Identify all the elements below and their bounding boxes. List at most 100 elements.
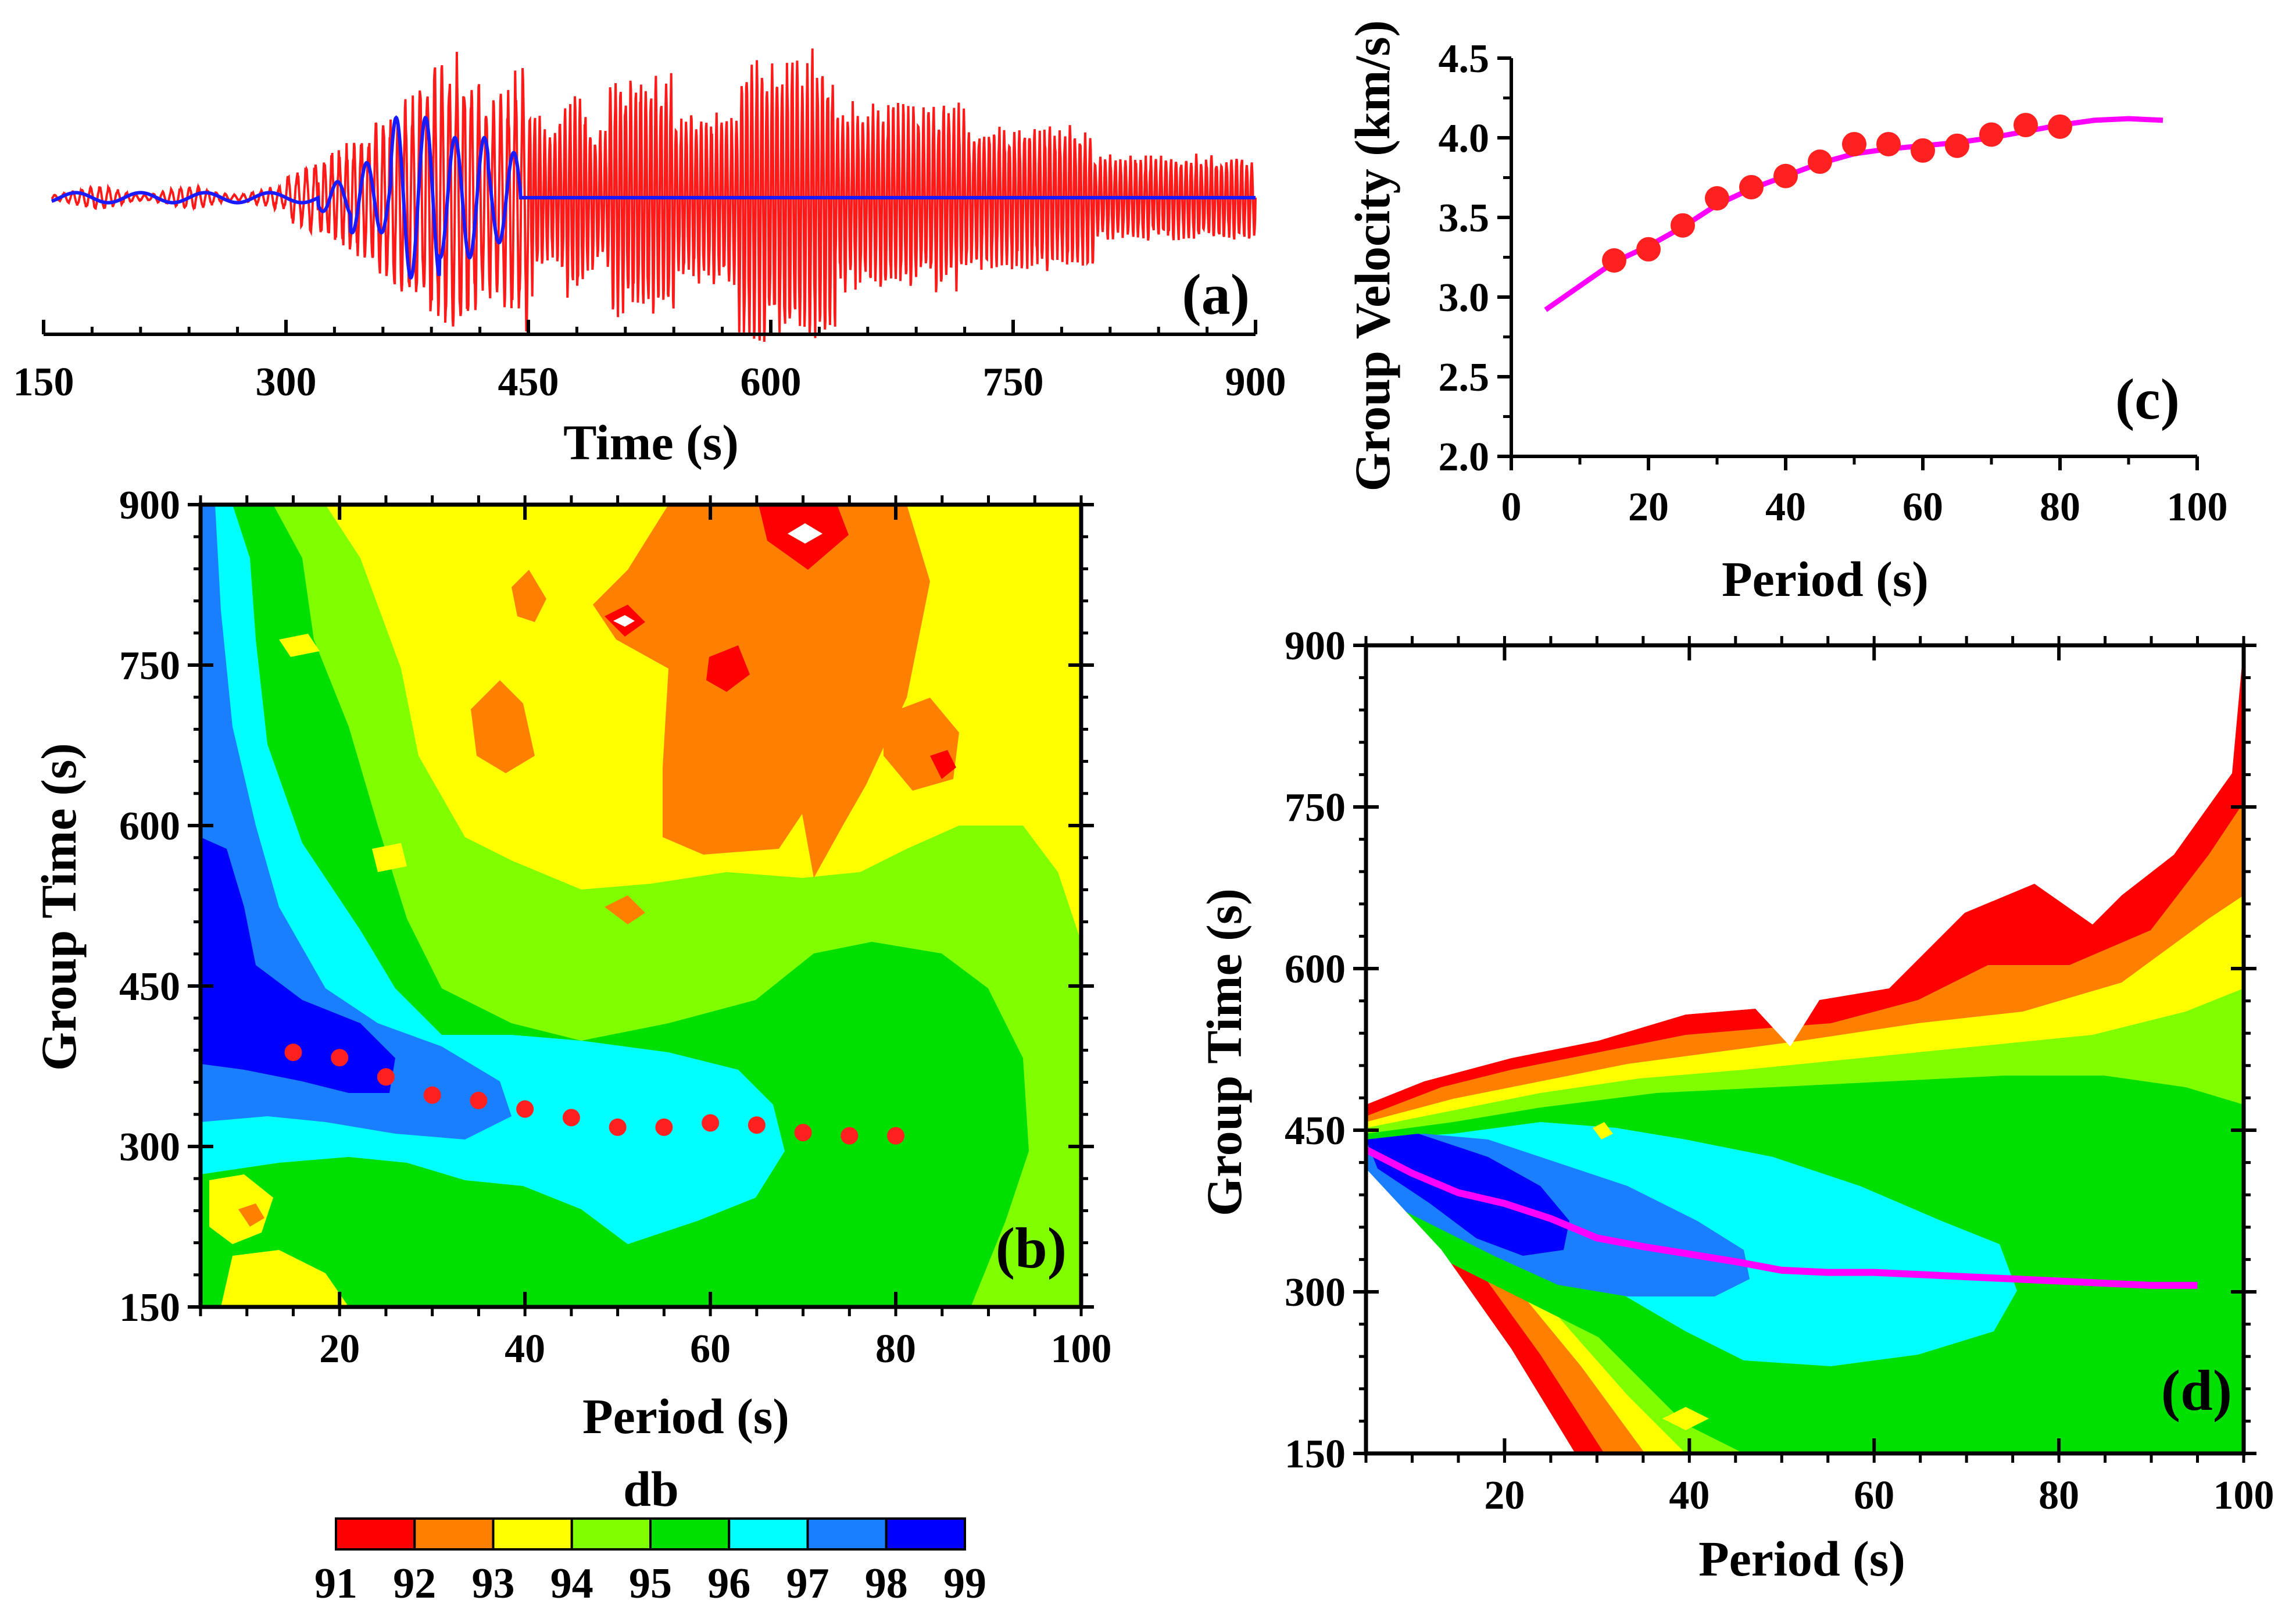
- colorbar-tick-label: 95: [629, 1560, 672, 1608]
- panel-b-frame: [198, 502, 1083, 1309]
- panel-d: 20 40 60 80 100 150 300 450 600 750 900 Period (s)…: [1196, 624, 2274, 1587]
- colorbar-cell: [570, 1517, 652, 1551]
- colorbar-cell: [335, 1517, 416, 1551]
- picked-point: [748, 1116, 766, 1134]
- picked-point: [423, 1086, 441, 1104]
- panel-b-y-tick-label: 300: [119, 1125, 180, 1170]
- colorbar-cells: [335, 1517, 966, 1551]
- velocity-point: [2014, 113, 2038, 138]
- panel-a-x-tick-label: 150: [13, 360, 74, 405]
- panel-d-x-tick-label: 100: [2213, 1473, 2274, 1518]
- velocity-point: [1876, 131, 1901, 156]
- colorbar-title: db: [623, 1461, 679, 1517]
- colorbar-cell: [885, 1517, 966, 1551]
- panel-a-x-tick-label: 900: [1225, 360, 1286, 405]
- panel-b-x-tick-label: 40: [505, 1327, 545, 1371]
- panel-d-x-tick-label: 20: [1484, 1473, 1525, 1518]
- panel-a-label: (a): [1182, 262, 1250, 327]
- colorbar-cell: [728, 1517, 809, 1551]
- white-background-lower: [1366, 1169, 1575, 1453]
- contour-island-yellow-left-2: [372, 843, 407, 872]
- contour-island-orange-lower: [238, 1203, 264, 1227]
- velocity-point: [1808, 149, 1832, 174]
- picked-point: [470, 1091, 488, 1109]
- colorbar-tick-label: 98: [865, 1560, 908, 1608]
- contour-island-red-4: [930, 750, 956, 779]
- panel-c-y-tick-label: 4.0: [1439, 116, 1490, 161]
- panel-d-contours: [1366, 645, 2244, 1453]
- panel-d-y-tick-label: 600: [1285, 947, 1346, 992]
- panel-c-y-axis-label: Group Velocity (km/s): [1344, 20, 1400, 492]
- picked-point: [887, 1127, 905, 1145]
- panel-c-y-tick-label: 3.0: [1439, 276, 1490, 320]
- panel-b-y-tick-label: 450: [119, 965, 180, 1009]
- panel-a-x-tick-label: 300: [256, 360, 317, 405]
- panel-b-ticks: 20 40 60 80 100 150 300 450 600 750 900: [119, 483, 1112, 1371]
- colorbar-tick-label: 92: [393, 1560, 436, 1608]
- contour-island-orange-4: [512, 570, 546, 622]
- velocity-point: [1739, 174, 1764, 199]
- white-background-upper: [1366, 645, 2226, 1105]
- panel-d-x-tick-label: 60: [1854, 1473, 1894, 1518]
- panel-c: 0 20 40 60 80 100 2.0 2.5 3.0 3.5 4.0 4.5 Period (s…: [1344, 20, 2228, 607]
- colorbar-tick-label: 96: [707, 1560, 750, 1608]
- panel-a: 150 300 450 600 750 900 Time (s) (a): [13, 48, 1286, 470]
- colorbar-cell: [413, 1517, 495, 1551]
- panel-a-x-tick-label: 450: [498, 360, 559, 405]
- contour-island-orange-5: [605, 895, 645, 924]
- panel-c-y-tick-label: 2.0: [1439, 435, 1490, 480]
- picked-point: [562, 1109, 580, 1127]
- panel-b-y-tick-label: 900: [119, 483, 180, 528]
- contour-band-97: [201, 505, 512, 1140]
- panel-b-x-tick-label: 20: [319, 1327, 360, 1371]
- panel-c-x-tick-label: 80: [2040, 485, 2080, 530]
- colorbar-cell: [806, 1517, 888, 1551]
- contour-island-orange-1: [593, 505, 930, 878]
- panel-d-y-tick-label: 450: [1285, 1109, 1346, 1153]
- panel-b-x-tick-label: 80: [875, 1327, 916, 1371]
- velocity-point: [1636, 237, 1661, 262]
- panel-c-x-tick-label: 20: [1628, 485, 1669, 530]
- picked-point: [284, 1044, 302, 1062]
- panel-c-x-tick-label: 60: [1902, 485, 1943, 530]
- contour-island-yellow-lower-2: [221, 1250, 349, 1307]
- picked-point: [702, 1114, 720, 1132]
- panel-b-contours: [201, 505, 1081, 1307]
- colorbar-ticks: 91 92 93 94 95 96 97 98 99: [314, 1560, 986, 1608]
- colorbar-tick-label: 94: [550, 1560, 593, 1608]
- colorbar-cell: [492, 1517, 573, 1551]
- contour-island-white-1: [788, 523, 822, 544]
- colorbar: db 91 92 93 94 95 96 97 98 99: [314, 1461, 986, 1608]
- panel-d-y-axis-label: Group Time (s): [1196, 888, 1252, 1216]
- panel-a-x-tick-label: 750: [983, 360, 1044, 405]
- panel-b-picked-points: [284, 1044, 905, 1145]
- panel-c-label: (c): [2115, 367, 2180, 431]
- panel-b-x-tick-label: 60: [690, 1327, 731, 1371]
- panel-d-y-tick-label: 300: [1285, 1270, 1346, 1315]
- panel-c-x-tick-label: 0: [1501, 485, 1522, 530]
- velocity-point: [1671, 213, 1695, 238]
- panel-b-label: (b): [996, 1216, 1067, 1280]
- contour-island-white-2: [613, 615, 635, 627]
- contour-island-red-2: [706, 645, 750, 692]
- panel-b-y-tick-label: 600: [119, 804, 180, 849]
- panel-b: 20 40 60 80 100 150 300 450 600 750 900 Period (s)…: [31, 483, 1112, 1444]
- panel-b-x-tick-label: 100: [1051, 1327, 1112, 1371]
- panel-a-x-axis-label: Time (s): [563, 415, 739, 470]
- velocity-point: [2048, 114, 2072, 139]
- panel-c-x-tick-label: 100: [2167, 485, 2228, 530]
- panel-d-x-tick-label: 40: [1669, 1473, 1710, 1518]
- velocity-point: [1979, 122, 2004, 147]
- dispersion-curve: [1364, 1146, 2198, 1289]
- panel-c-x-axis-label: Period (s): [1722, 551, 1929, 607]
- colorbar-tick-label: 93: [472, 1560, 515, 1608]
- panel-c-y-tick-label: 2.5: [1439, 355, 1490, 400]
- panel-c-y-tick-label: 4.5: [1439, 37, 1490, 81]
- panel-d-frame: [1364, 643, 2246, 1456]
- contour-island-yellow-left-1: [279, 634, 320, 657]
- colorbar-cell: [649, 1517, 731, 1551]
- panel-b-y-axis-label: Group Time (s): [31, 743, 87, 1071]
- picked-point: [655, 1118, 673, 1136]
- colorbar-tick-label: 97: [786, 1560, 829, 1608]
